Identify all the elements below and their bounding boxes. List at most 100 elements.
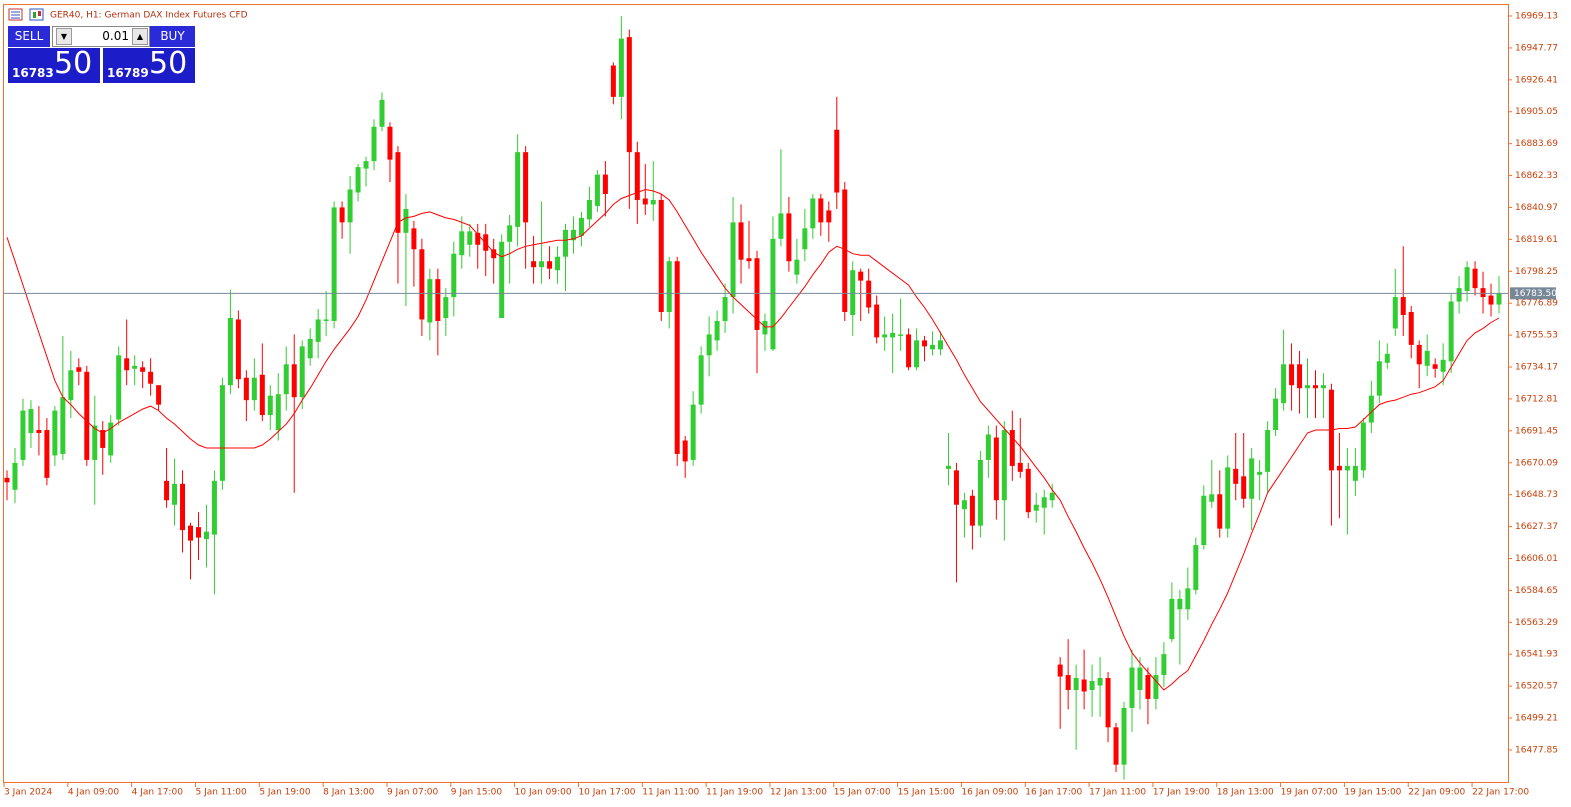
candle-body [483, 234, 489, 251]
candle-body [1241, 476, 1247, 499]
lot-down[interactable]: ▼ [56, 28, 72, 45]
candle-body [690, 404, 696, 460]
candle-body [969, 495, 975, 526]
x-tick-label: 11 Jan 19:00 [706, 788, 763, 798]
x-tick-label: 19 Jan 15:00 [1344, 788, 1401, 798]
candle-body [84, 371, 90, 460]
candle-body [794, 259, 800, 275]
candle-body [1464, 267, 1470, 292]
candle-body [355, 167, 361, 193]
candle-body [227, 317, 233, 386]
y-tick-label: 16734.17 [1515, 363, 1558, 373]
x-tick-label: 18 Jan 13:00 [1217, 788, 1274, 798]
candle-body [547, 261, 553, 269]
header-icons [8, 8, 44, 21]
candle-body [323, 319, 329, 321]
lot-input[interactable]: 0.01 [52, 26, 150, 47]
candle-body [937, 340, 943, 350]
y-tick-label: 16776.89 [1515, 299, 1558, 309]
y-tick-label: 16905.05 [1515, 107, 1558, 117]
lot-up[interactable]: ▲ [132, 28, 148, 45]
candle-body [475, 232, 481, 245]
y-tick-label: 16499.21 [1515, 714, 1558, 724]
candle-body [945, 465, 951, 469]
candle-body [211, 480, 217, 535]
candle-body [1448, 301, 1454, 362]
y-tick-label: 16541.93 [1515, 650, 1558, 660]
candle-body [698, 355, 704, 405]
candle-body [1177, 598, 1183, 610]
candle-body [379, 99, 385, 127]
candle-body [810, 198, 816, 229]
candle-body [267, 395, 273, 416]
candles [4, 16, 1502, 780]
candle-body [730, 222, 736, 298]
candle-body [219, 385, 225, 481]
candle-body [172, 483, 178, 505]
candle-body [1145, 675, 1151, 699]
y-tick-label: 16883.69 [1515, 139, 1558, 149]
candle-body [1065, 675, 1071, 690]
candle-body [993, 437, 999, 501]
candle-body [419, 249, 425, 320]
candle-body [1025, 468, 1031, 513]
x-tick-label: 16 Jan 09:00 [961, 788, 1018, 798]
y-tick-label: 16648.73 [1515, 490, 1558, 500]
candle-body [1249, 458, 1255, 499]
x-tick-label: 19 Jan 07:00 [1281, 788, 1338, 798]
candle-body [626, 37, 632, 153]
candle-body [331, 207, 337, 321]
trade-panel: SELL 0.01 ▼ ▲ BUY 16783 50 16789 50 [8, 26, 195, 83]
candle-body [1344, 465, 1350, 471]
candle-body [570, 229, 576, 241]
candle-body [1456, 288, 1462, 302]
ask-box[interactable]: 16789 50 [103, 46, 195, 83]
plot-frame [3, 4, 1509, 783]
x-tick-label: 3 Jan 2024 [4, 788, 52, 798]
buy-button[interactable]: BUY [150, 26, 195, 47]
y-tick-label: 16606.01 [1515, 554, 1558, 564]
candle-body [411, 228, 417, 250]
candle-body [834, 129, 840, 193]
candle-body [243, 377, 249, 401]
candle-body [1488, 295, 1494, 305]
candle-body [52, 410, 58, 456]
candle-body [658, 199, 664, 313]
candle-body [180, 483, 186, 531]
candle-body [770, 238, 776, 350]
candle-body [1233, 468, 1239, 484]
price-tag-label: 16783.50 [1514, 289, 1557, 299]
candle-body [467, 231, 473, 245]
candle-body [882, 334, 888, 338]
candle-body [850, 270, 856, 315]
candle-body [1432, 364, 1438, 369]
candle-body [722, 297, 728, 321]
candle-body [188, 525, 194, 541]
candle-body [195, 527, 201, 538]
candle-body [291, 364, 297, 398]
candle-body [682, 440, 688, 462]
candle-body [1017, 462, 1023, 472]
candle-body [826, 210, 832, 223]
sell-button[interactable]: SELL [8, 26, 50, 47]
candle-body [1057, 664, 1063, 677]
candle-body [347, 189, 353, 223]
candle-body [1408, 312, 1414, 345]
candle-body [1041, 497, 1047, 508]
candle-body [12, 462, 18, 490]
candle-body [818, 198, 824, 223]
candle-body [403, 208, 409, 233]
candle-body [76, 367, 82, 372]
y-tick-label: 16670.09 [1515, 458, 1558, 468]
candle-body [299, 346, 305, 398]
candle-body [714, 320, 720, 341]
candle-body [1049, 492, 1055, 501]
candle-body [515, 152, 521, 227]
candle-body [1392, 297, 1398, 329]
candle-body [387, 126, 393, 160]
candle-body [20, 410, 26, 460]
y-tick-label: 16520.57 [1515, 682, 1558, 692]
candle-body [499, 241, 505, 318]
bid-box[interactable]: 16783 50 [8, 46, 100, 83]
candle-body [1305, 385, 1311, 389]
